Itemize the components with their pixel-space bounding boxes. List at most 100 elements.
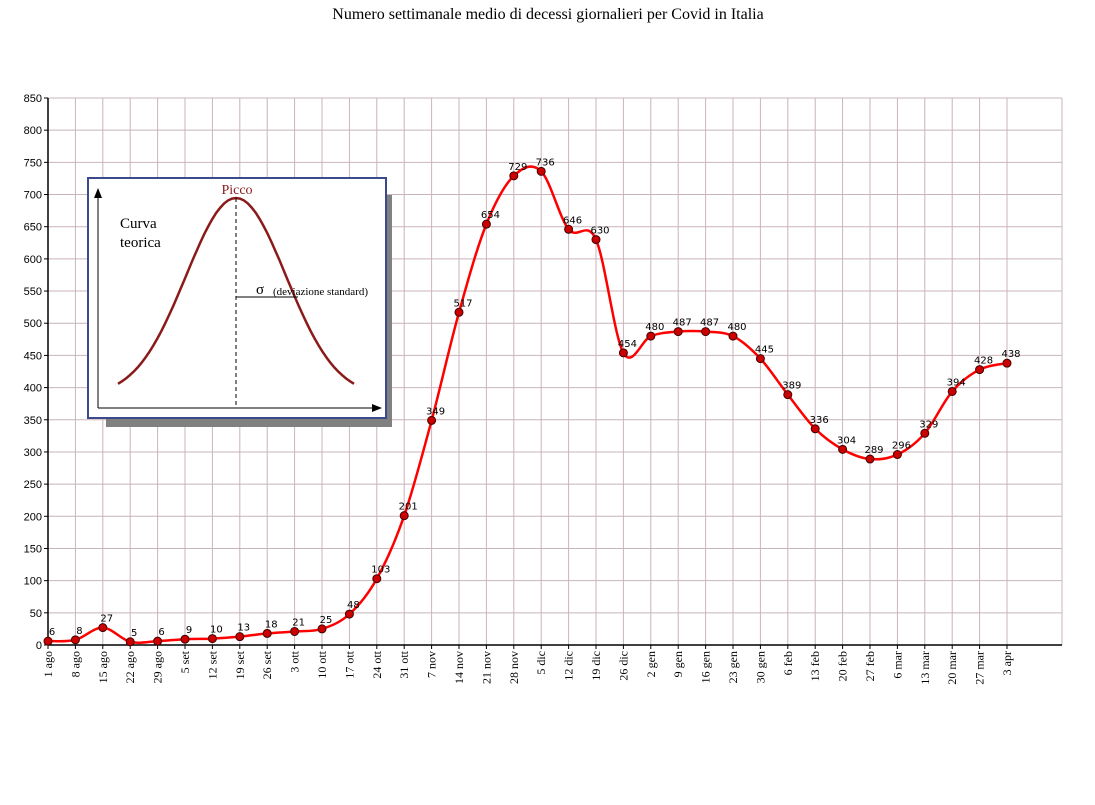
data-label: 9 <box>186 625 192 636</box>
x-tick-label: 3 ott <box>288 650 302 672</box>
y-tick-label: 150 <box>24 543 42 555</box>
y-tick-label: 500 <box>24 318 42 330</box>
y-tick-label: 700 <box>24 190 42 202</box>
data-point <box>838 444 848 454</box>
data-label: 487 <box>673 318 692 329</box>
data-point <box>207 634 217 644</box>
x-tick-label: 13 feb <box>808 651 822 681</box>
x-tick-label: 8 ago <box>68 651 82 677</box>
y-tick-label: 0 <box>36 640 42 652</box>
x-tick-label: 15 ago <box>96 651 110 683</box>
data-point <box>646 331 656 341</box>
data-point <box>783 390 793 400</box>
data-label: 48 <box>347 600 360 611</box>
y-axis-ticks: 0 50 100 150 200 250 300 350 400 450 500 550 600 650 7… <box>24 93 48 652</box>
x-tick-label: 12 dic <box>562 651 576 681</box>
data-point <box>262 628 272 638</box>
inset-y-arrow <box>94 188 102 198</box>
data-label: 646 <box>563 215 582 226</box>
data-label: 304 <box>837 435 856 446</box>
data-point <box>70 635 80 645</box>
data-point <box>290 626 300 636</box>
data-label: 487 <box>700 318 719 329</box>
data-label: 389 <box>782 381 801 392</box>
x-tick-label: 27 feb <box>863 651 877 681</box>
data-label: 729 <box>508 162 527 173</box>
x-tick-label: 21 nov <box>479 651 493 684</box>
data-label: 6 <box>49 627 55 638</box>
x-tick-label: 2 gen <box>644 651 658 677</box>
x-tick-label: 10 ott <box>315 650 329 678</box>
inset-peak-label: Picco <box>221 183 252 198</box>
y-tick-label: 850 <box>24 93 42 105</box>
data-label: 336 <box>810 415 829 426</box>
inset-sigma-symbol: σ <box>256 282 264 298</box>
data-label: 8 <box>76 626 82 637</box>
x-tick-label: 9 gen <box>671 651 685 677</box>
data-point <box>427 415 437 425</box>
x-tick-label: 5 set <box>178 650 192 673</box>
y-tick-label: 650 <box>24 222 42 234</box>
x-tick-label: 28 nov <box>507 651 521 684</box>
data-point <box>755 354 765 364</box>
x-tick-label: 16 gen <box>699 651 713 683</box>
data-point <box>399 511 409 521</box>
data-label: 394 <box>947 377 966 388</box>
data-point <box>509 171 519 181</box>
data-point <box>98 623 108 633</box>
x-axis-ticks: 1 ago 8 ago 15 ago 22 ago 29 ago 5 set 12 set 1… <box>41 645 1014 685</box>
data-point <box>701 327 711 337</box>
x-tick-label: 26 dic <box>616 651 630 681</box>
data-point <box>43 636 53 646</box>
x-tick-label: 29 ago <box>151 651 165 683</box>
data-label: 445 <box>755 345 774 356</box>
x-tick-label: 6 feb <box>781 651 795 675</box>
data-label: 349 <box>426 406 445 417</box>
y-tick-label: 600 <box>24 254 42 266</box>
y-tick-label: 200 <box>24 511 42 523</box>
x-tick-label: 24 ott <box>370 650 384 678</box>
y-tick-label: 250 <box>24 479 42 491</box>
data-label: 438 <box>1001 349 1020 360</box>
x-tick-label: 6 mar <box>890 651 904 679</box>
data-label: 428 <box>974 356 993 367</box>
inset-x-arrow <box>372 404 382 412</box>
data-label: 329 <box>919 419 938 430</box>
x-tick-label: 14 nov <box>452 651 466 684</box>
x-tick-label: 3 apr <box>1000 651 1014 675</box>
data-label: 296 <box>892 441 911 452</box>
data-point <box>947 386 957 396</box>
data-point <box>892 450 902 460</box>
data-point <box>920 428 930 438</box>
x-tick-label: 20 feb <box>836 651 850 681</box>
data-label: 18 <box>265 619 278 630</box>
y-tick-label: 300 <box>24 447 42 459</box>
inset-curve-label-line1: Curva <box>120 216 157 232</box>
data-markers <box>43 166 1012 647</box>
data-label: 736 <box>536 157 555 168</box>
y-tick-label: 450 <box>24 350 42 362</box>
data-point <box>673 327 683 337</box>
x-tick-label: 19 dic <box>589 651 603 681</box>
x-tick-label: 26 set <box>260 650 274 679</box>
data-point <box>372 574 382 584</box>
axes <box>47 98 1062 646</box>
data-label: 21 <box>292 617 305 628</box>
data-label: 480 <box>727 322 746 333</box>
y-tick-label: 800 <box>24 125 42 137</box>
data-point <box>1002 358 1012 368</box>
data-point <box>180 634 190 644</box>
x-tick-label: 31 ott <box>397 650 411 678</box>
chart-title: Numero settimanale medio di decessi gior… <box>332 6 763 23</box>
x-tick-label: 5 dic <box>534 651 548 675</box>
data-point <box>344 609 354 619</box>
data-label: 289 <box>864 445 883 456</box>
y-tick-label: 400 <box>24 383 42 395</box>
x-tick-label: 7 nov <box>425 651 439 678</box>
data-point <box>975 365 985 375</box>
data-label: 13 <box>237 623 250 634</box>
x-tick-label: 1 ago <box>41 651 55 677</box>
data-label: 454 <box>618 339 637 350</box>
x-tick-label: 17 ott <box>342 650 356 678</box>
data-label: 480 <box>645 322 664 333</box>
